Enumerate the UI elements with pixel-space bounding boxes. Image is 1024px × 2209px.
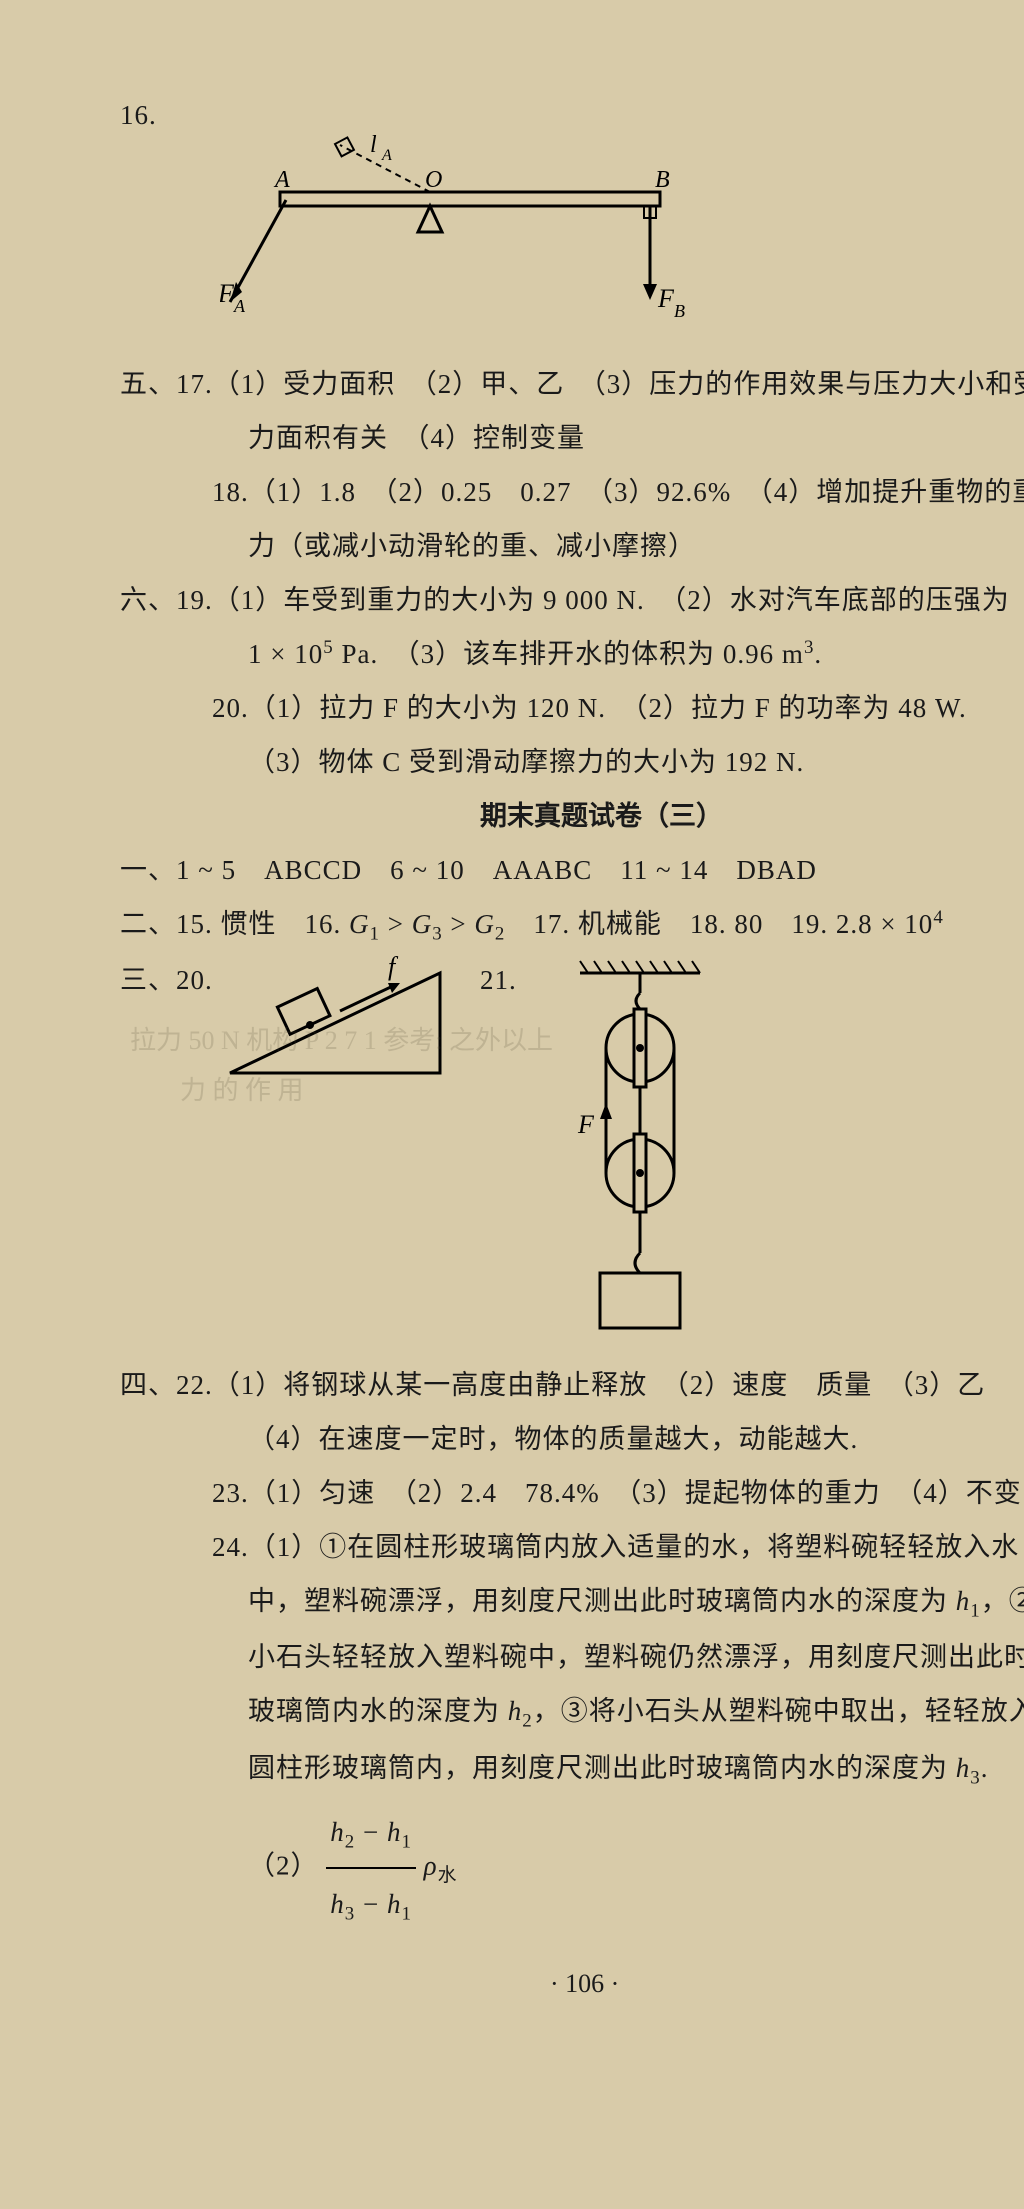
p3-l3a: 三、20. <box>120 953 220 1007</box>
figure-21: F <box>540 953 740 1358</box>
p3-l6: 23.（1）匀速 （2）2.4 78.4% （3）提起物体的重力 （4）不变 <box>120 1466 1024 1520</box>
pulley-svg: F <box>540 953 740 1353</box>
sec6-l2: 1 × 105 Pa. （3）该车排开水的体积为 0.96 m3. <box>120 627 1024 681</box>
sec6-l4: （3）物体 C 受到滑动摩擦力的大小为 192 N. <box>120 735 1024 789</box>
p3-l2c: > <box>380 909 412 939</box>
fraction: h2 − h1 h3 − h1 <box>326 1797 416 1939</box>
den-a1: 3 <box>345 1903 355 1924</box>
label-FA-sub: A <box>233 296 246 316</box>
p3-l8b1: 1 <box>970 1601 980 1622</box>
p3-l2a: 二、15. 惯性 16. <box>120 909 349 939</box>
p3-l5: （4）在速度一定时，物体的质量越大，动能越大. <box>120 1412 1024 1466</box>
label-F21: F <box>577 1110 595 1139</box>
p3-l2f1: 2 <box>495 923 505 944</box>
sec6-l2a-sup: 5 <box>323 637 333 658</box>
num-c: h <box>387 1817 402 1847</box>
label-f: f <box>388 953 399 981</box>
label-A: A <box>273 167 290 193</box>
den-b: − <box>355 1889 387 1919</box>
den-c: h <box>387 1889 402 1919</box>
p3-l10: 玻璃筒内水的深度为 h2，③将小石头从塑料碗中取出，轻轻放入 <box>120 1684 1024 1740</box>
page-number: · 106 · <box>120 1939 1024 1999</box>
num-c1: 1 <box>401 1831 411 1852</box>
sec6-l2b: Pa. （3）该车排开水的体积为 0.96 m <box>334 639 804 669</box>
p3-l2f: G <box>474 909 495 939</box>
sec6-l1: 六、19.（1）车受到重力的大小为 9 000 N. （2）水对汽车底部的压强为 <box>120 573 1024 627</box>
figure-20: f <box>220 953 480 1098</box>
p3-l12: （2） h2 − h1 h3 − h1 ρ水 <box>120 1797 1024 1939</box>
p3-l2g: 17. 机械能 18. 80 19. 2.8 × 10 <box>505 909 933 939</box>
sec5-l3: 18.（1）1.8 （2）0.25 0.27 （3）92.6% （4）增加提升重… <box>120 465 1024 519</box>
p3-l3b: 21. <box>480 953 540 1007</box>
p3-l2d: G <box>412 909 433 939</box>
p3-l7: 24.（1）①在圆柱形玻璃筒内放入适量的水，将塑料碗轻轻放入水 <box>120 1520 1024 1574</box>
p3-l10a: 玻璃筒内水的深度为 <box>248 1696 508 1726</box>
p3-l10b1: 2 <box>522 1711 532 1732</box>
p3-l10b: h <box>508 1696 523 1726</box>
p3-l10c: ，③将小石头从塑料碗中取出，轻轻放入 <box>533 1696 1024 1726</box>
p3-l4: 四、22.（1）将钢球从某一高度由静止释放 （2）速度 质量 （3）乙 <box>120 1358 1024 1412</box>
p3-l11c: . <box>981 1753 989 1783</box>
label-lA: l <box>370 132 377 158</box>
p3-l8a: 中，塑料碗漂浮，用刻度尺测出此时玻璃筒内水的深度为 <box>248 1586 956 1616</box>
sec5-l2: 力面积有关 （4）控制变量 <box>120 411 1024 465</box>
exam3-title: 期末真题试卷（三） <box>120 789 1024 843</box>
incline-svg: f <box>220 953 460 1093</box>
lever-svg: A O B F A l A F B <box>220 132 720 332</box>
frac-den: h3 − h1 <box>326 1869 416 1939</box>
label-O: O <box>425 167 442 193</box>
rho: ρ <box>424 1850 438 1880</box>
figure-row-20-21: 三、20. f 21. <box>120 953 1024 1358</box>
figure-16: A O B F A l A F B <box>120 132 1024 337</box>
num-a: h <box>330 1817 345 1847</box>
sec6-l2b-sup: 3 <box>804 637 814 658</box>
label-B: B <box>655 167 670 193</box>
label-FA: F <box>220 279 235 308</box>
p3-l11: 圆柱形玻璃筒内，用刻度尺测出此时玻璃筒内水的深度为 h3. <box>120 1741 1024 1797</box>
sec5-l4: 力（或减小动滑轮的重、减小摩擦） <box>120 519 1024 573</box>
p3-l12a: （2） <box>248 1850 319 1880</box>
sec6-l2c: . <box>814 639 822 669</box>
p3-l8c: ，②将 <box>981 1586 1024 1616</box>
sec6-l3: 20.（1）拉力 F 的大小为 120 N. （2）拉力 F 的功率为 48 W… <box>120 681 1024 735</box>
label-FB-sub: B <box>674 301 685 321</box>
frac-num: h2 − h1 <box>326 1797 416 1869</box>
rho-sub: 水 <box>438 1865 458 1886</box>
p3-l11b1: 3 <box>970 1767 980 1788</box>
p3-l2b: G <box>349 909 370 939</box>
p3-l11a: 圆柱形玻璃筒内，用刻度尺测出此时玻璃筒内水的深度为 <box>248 1753 956 1783</box>
page: 16. A O B F A l A F <box>0 0 1024 2209</box>
num-a1: 2 <box>345 1831 355 1852</box>
p3-l1: 一、1 ~ 5 ABCCD 6 ~ 10 AAABC 11 ~ 14 DBAD <box>120 843 1024 897</box>
p3-l8: 中，塑料碗漂浮，用刻度尺测出此时玻璃筒内水的深度为 h1，②将 <box>120 1574 1024 1630</box>
den-a: h <box>330 1889 345 1919</box>
p3-l2d1: 3 <box>432 923 442 944</box>
p3-l2: 二、15. 惯性 16. G1 > G3 > G2 17. 机械能 18. 80… <box>120 897 1024 953</box>
p3-l11b: h <box>956 1753 971 1783</box>
p3-l2g-sup: 4 <box>933 907 943 928</box>
p3-l2e: > <box>443 909 475 939</box>
sec5-l1: 五、17.（1）受力面积 （2）甲、乙 （3）压力的作用效果与压力大小和受 <box>120 357 1024 411</box>
p3-l9: 小石头轻轻放入塑料碗中，塑料碗仍然漂浮，用刻度尺测出此时 <box>120 1630 1024 1684</box>
num-b: − <box>355 1817 387 1847</box>
sec6-l2a: 1 × 10 <box>248 639 323 669</box>
label-lA-sub: A <box>381 147 392 164</box>
den-c1: 1 <box>401 1903 411 1924</box>
p3-l8b: h <box>956 1586 971 1616</box>
label-FB: F <box>657 284 675 313</box>
p3-l2b1: 1 <box>370 923 380 944</box>
